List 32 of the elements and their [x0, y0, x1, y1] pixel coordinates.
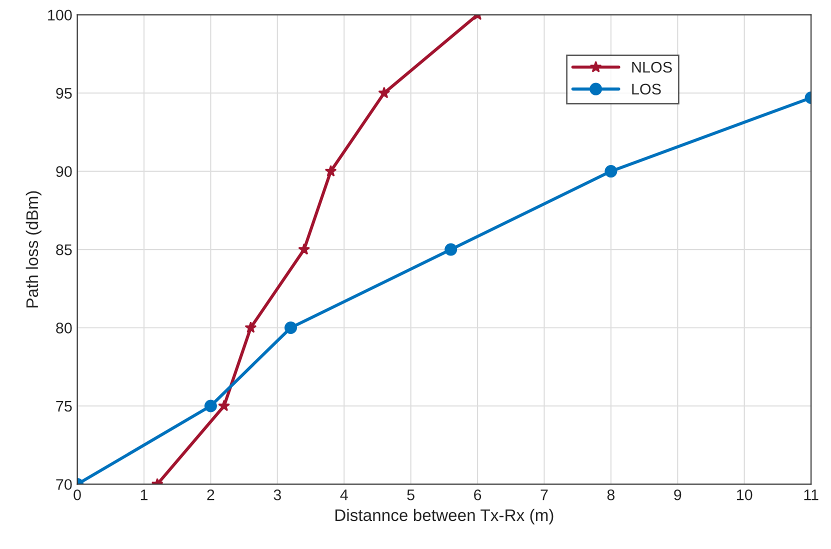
y-tick-label: 80 [56, 322, 72, 334]
x-tick-label: 4 [340, 490, 348, 500]
point [204, 400, 217, 412]
x-tick-label: 11 [804, 490, 818, 500]
point [444, 243, 458, 256]
y-tick-label: 100 [48, 10, 72, 21]
point [244, 322, 257, 333]
y-tick-label: 75 [56, 401, 72, 412]
point [284, 322, 297, 334]
x-tick-label: 2 [207, 489, 214, 500]
x-tick-label: 9 [674, 489, 682, 500]
point [218, 400, 230, 412]
x-tick-label: 7 [540, 490, 548, 500]
point [604, 165, 618, 178]
legend-label: NLOS [632, 62, 672, 73]
legend-label: LOS [632, 84, 661, 95]
x-tick-label: 5 [407, 490, 414, 500]
x-tick-label: 6 [474, 489, 482, 500]
x-tick-label: 10 [737, 489, 752, 500]
y-tick-label: 70 [56, 479, 72, 490]
point [298, 243, 310, 255]
y-tick-label: 85 [56, 244, 72, 256]
x-axis-title: Distannce between Tx-Rx (m) [335, 508, 554, 524]
x-tick-label: 0 [74, 489, 81, 500]
x-tick-label: 1 [140, 490, 148, 500]
y-axis-title: Path loss (dBm) [26, 191, 42, 308]
y-tick-label: 95 [56, 88, 72, 99]
y-tick-label: 90 [56, 166, 72, 177]
x-tick-label: 3 [274, 489, 281, 500]
point [324, 165, 337, 176]
point [378, 86, 390, 98]
x-tick-label: 8 [607, 489, 615, 500]
